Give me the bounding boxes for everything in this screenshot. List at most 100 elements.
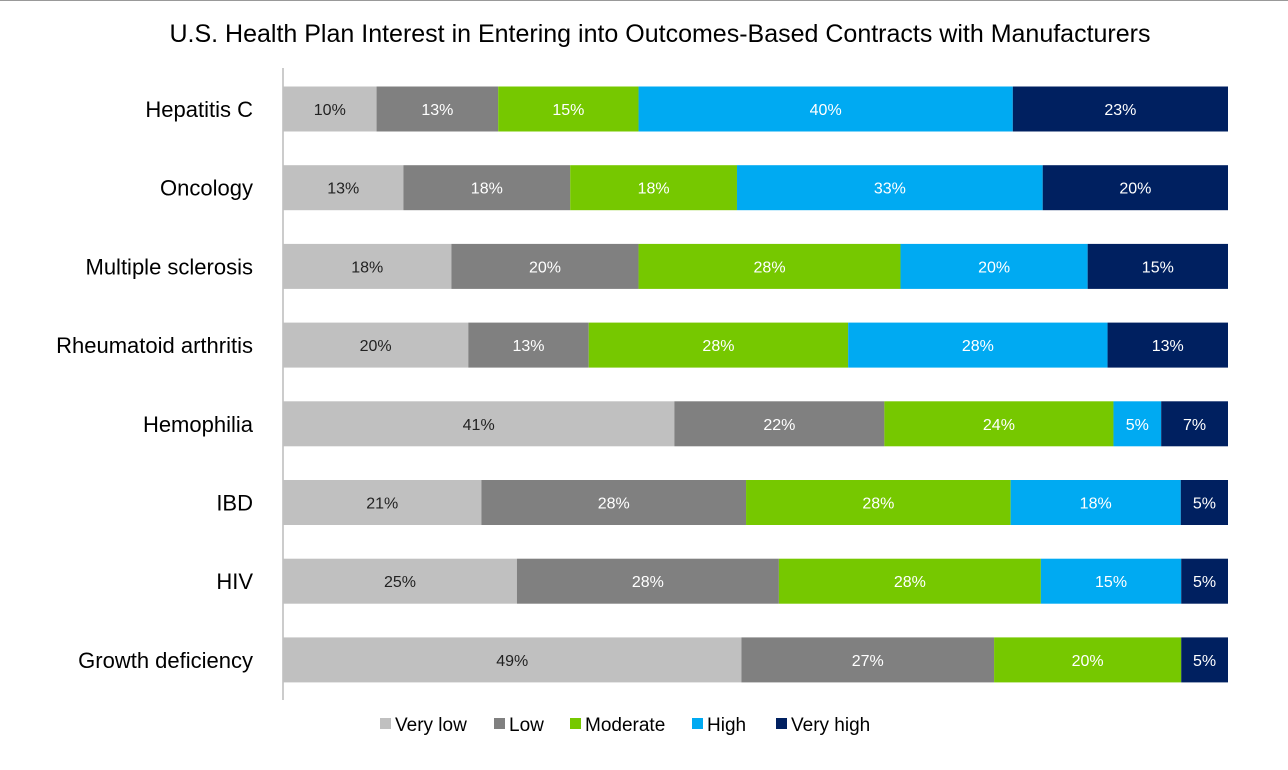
bar-segment — [1180, 480, 1228, 525]
data-label: 25% — [384, 574, 416, 591]
data-label: 15% — [1095, 574, 1127, 591]
bar-segment — [674, 401, 885, 447]
bar-segment — [468, 322, 589, 368]
category-label: Hepatitis C — [145, 97, 253, 122]
bar-segment — [741, 637, 995, 683]
bar-segment — [283, 401, 675, 447]
data-label: 28% — [754, 259, 786, 276]
bar-segment — [451, 243, 639, 289]
data-label: 27% — [852, 653, 884, 670]
bar-segment — [588, 322, 849, 368]
legend-label: Very high — [791, 715, 870, 736]
data-label: 18% — [638, 181, 670, 198]
legend-label: High — [707, 715, 746, 736]
data-label: 5% — [1126, 417, 1149, 434]
legend-label: Moderate — [585, 715, 665, 736]
bar-segment — [1181, 558, 1228, 604]
data-label: 23% — [1104, 102, 1136, 119]
bar-segment — [1161, 401, 1228, 447]
bar-segment — [498, 86, 639, 132]
data-label: 18% — [1080, 496, 1112, 513]
bar-segment — [570, 165, 737, 211]
bar-segment — [376, 86, 499, 132]
bar-segment — [746, 480, 1011, 525]
bar-segment — [283, 558, 517, 604]
bar-segment — [283, 480, 482, 525]
bar-segment — [283, 86, 377, 132]
data-label: 13% — [512, 338, 544, 355]
data-label: 28% — [598, 496, 630, 513]
bar-segment — [1012, 86, 1228, 132]
data-label: 28% — [894, 574, 926, 591]
chart-title: U.S. Health Plan Interest in Entering in… — [169, 20, 1151, 48]
category-label: Oncology — [160, 176, 253, 201]
legend-swatch — [494, 718, 505, 729]
legend-label: Low — [509, 715, 544, 736]
bar-segment — [283, 243, 452, 289]
data-label: 40% — [810, 102, 842, 119]
data-label: 20% — [1119, 181, 1151, 198]
data-label: 41% — [463, 417, 495, 434]
bar-segment — [884, 401, 1114, 447]
data-label: 20% — [1072, 653, 1104, 670]
category-label: Rheumatoid arthritis — [56, 333, 253, 358]
legend-swatch — [776, 718, 787, 729]
bar-segment — [1040, 558, 1182, 604]
bar-segment — [403, 165, 571, 211]
category-label: HIV — [216, 569, 253, 594]
data-label: 20% — [978, 259, 1010, 276]
category-label: Hemophilia — [143, 412, 254, 437]
data-label: 28% — [632, 574, 664, 591]
bar-segment — [994, 637, 1182, 683]
data-label: 49% — [496, 653, 528, 670]
data-label: 22% — [763, 417, 795, 434]
data-label: 24% — [983, 417, 1015, 434]
data-label: 21% — [366, 496, 398, 513]
data-label: 28% — [962, 338, 994, 355]
data-label: 28% — [862, 496, 894, 513]
category-label: Multiple sclerosis — [86, 254, 254, 279]
bar-segment — [848, 322, 1108, 368]
data-label: 5% — [1193, 653, 1216, 670]
legend-swatch — [570, 718, 581, 729]
bar-segment — [1181, 637, 1228, 683]
bar-segment — [283, 165, 404, 211]
legend-label: Very low — [395, 715, 467, 736]
bar-segment — [516, 558, 779, 604]
bar-segment — [1107, 322, 1228, 368]
bar-segment — [778, 558, 1041, 604]
data-label: 28% — [702, 338, 734, 355]
data-label: 13% — [421, 102, 453, 119]
bar-segment — [283, 322, 469, 368]
category-label: Growth deficiency — [78, 648, 253, 673]
data-label: 18% — [351, 259, 383, 276]
bar-segment — [1087, 243, 1228, 289]
data-label: 18% — [471, 181, 503, 198]
data-label: 5% — [1193, 496, 1216, 513]
bar-segment — [283, 637, 742, 683]
data-label: 15% — [1142, 259, 1174, 276]
data-label: 5% — [1193, 574, 1216, 591]
category-label: IBD — [216, 491, 253, 516]
data-label: 15% — [552, 102, 584, 119]
bar-segment — [736, 165, 1043, 211]
data-label: 7% — [1183, 417, 1206, 434]
data-label: 13% — [1152, 338, 1184, 355]
bar-segment — [638, 86, 1013, 132]
bar-segment — [1113, 401, 1162, 447]
data-label: 20% — [360, 338, 392, 355]
data-label: 33% — [874, 181, 906, 198]
bar-segment — [1042, 165, 1228, 211]
data-label: 20% — [529, 259, 561, 276]
bar-segment — [481, 480, 747, 525]
legend-swatch — [380, 718, 391, 729]
data-label: 13% — [327, 181, 359, 198]
top-border — [0, 0, 1288, 1]
data-label: 10% — [314, 102, 346, 119]
bar-segment — [900, 243, 1088, 289]
bar-segment — [1010, 480, 1181, 525]
bar-segment — [638, 243, 901, 289]
legend-swatch — [692, 718, 703, 729]
